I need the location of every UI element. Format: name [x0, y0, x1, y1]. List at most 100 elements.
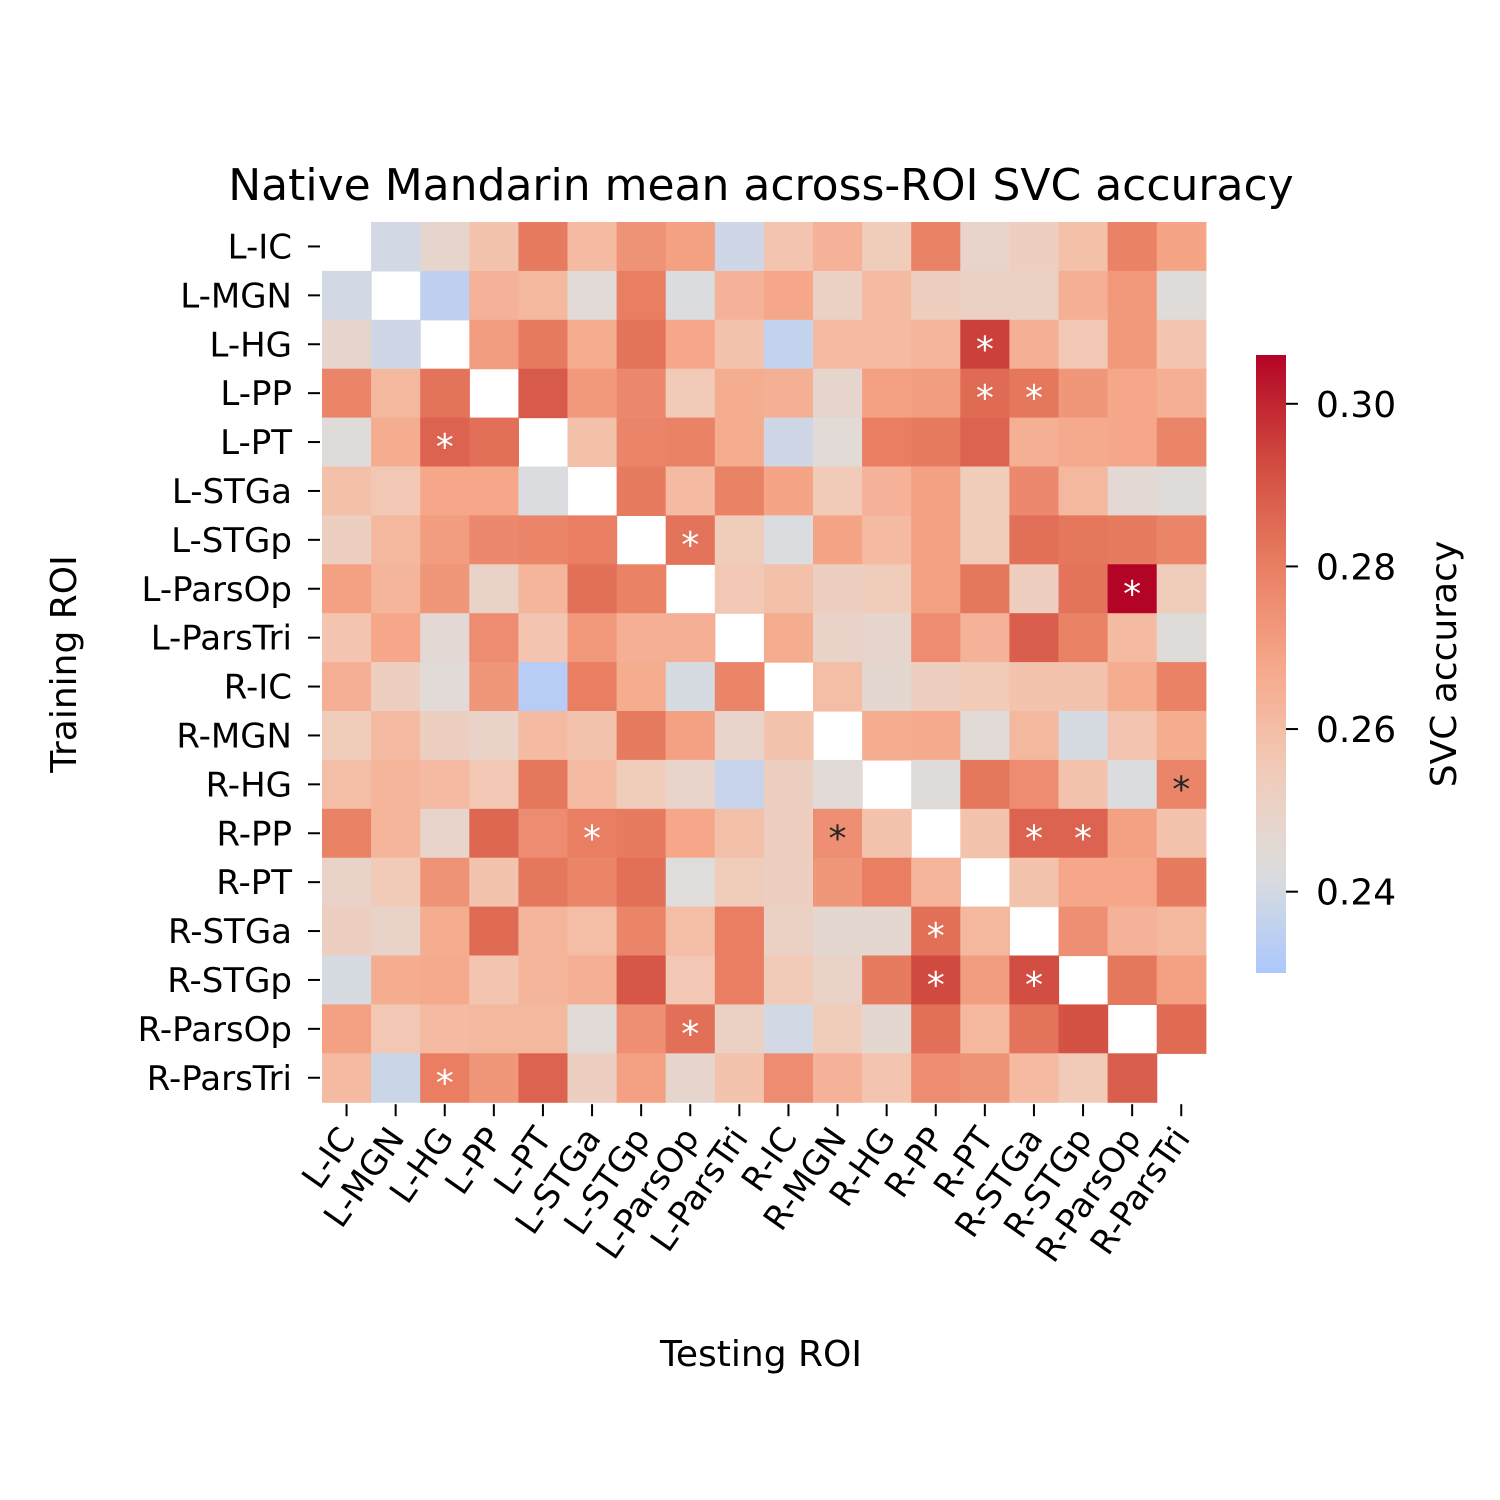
heatmap-cell	[813, 466, 863, 516]
heatmap-cell	[567, 564, 618, 614]
heatmap-cell	[1107, 857, 1158, 908]
y-tick-label: L-ParsOp	[142, 570, 292, 610]
heatmap-cell	[469, 417, 519, 468]
heatmap-cell	[518, 759, 569, 810]
significance-marker: *	[927, 965, 945, 1006]
heatmap-cell	[813, 270, 863, 321]
chart-title: Native Mandarin mean across-ROI SVC accu…	[228, 160, 1293, 211]
heatmap-cell	[763, 1004, 814, 1054]
heatmap-cell	[911, 955, 961, 1005]
heatmap-cell	[665, 711, 716, 761]
heatmap-cell	[420, 955, 470, 1005]
heatmap-cell	[616, 319, 667, 370]
heatmap-cell	[322, 368, 372, 419]
heatmap-cell	[813, 906, 863, 957]
heatmap-cell	[567, 857, 618, 908]
heatmap-cell	[1009, 1053, 1060, 1103]
heatmap-cell	[1107, 1053, 1158, 1103]
heatmap-cell	[813, 613, 863, 663]
heatmap-cell	[1156, 270, 1207, 321]
heatmap-cell	[714, 711, 765, 761]
y-tick-label: L-MGN	[180, 276, 292, 316]
heatmap-cell	[911, 417, 961, 468]
heatmap-cell	[1156, 319, 1207, 370]
heatmap-cell	[960, 759, 1010, 810]
heatmap-cell	[665, 808, 716, 859]
heatmap-cell	[1009, 564, 1060, 614]
heatmap-cell	[714, 466, 765, 516]
heatmap-cell	[813, 1053, 863, 1103]
heatmap-cell	[960, 808, 1010, 859]
heatmap-cell	[862, 1004, 912, 1054]
heatmap-cell	[371, 857, 421, 908]
heatmap-cell	[371, 564, 421, 614]
heatmap-cell	[1009, 270, 1060, 321]
heatmap-cell	[1107, 906, 1158, 957]
heatmap-cell	[1107, 222, 1158, 272]
heatmap-cell	[960, 564, 1010, 614]
heatmap-cell	[1107, 515, 1158, 565]
heatmap-cell	[567, 515, 618, 565]
heatmap-cell	[420, 857, 470, 908]
heatmap-cell	[518, 515, 569, 565]
heatmap-cell	[1107, 417, 1158, 468]
heatmap-cell	[469, 466, 519, 516]
heatmap-cells	[322, 222, 1207, 1103]
heatmap-cell	[1156, 222, 1207, 272]
heatmap-cell	[518, 1004, 569, 1054]
heatmap-cell	[665, 759, 716, 810]
heatmap-cell	[1009, 222, 1060, 272]
heatmap-cell	[420, 711, 470, 761]
heatmap-cell	[567, 613, 618, 663]
heatmap-cell	[616, 564, 667, 614]
heatmap-cell	[665, 319, 716, 370]
heatmap-cell	[1156, 564, 1207, 614]
heatmap-cell	[911, 368, 961, 419]
heatmap-cell	[420, 906, 470, 957]
y-tick-label: R-PP	[216, 814, 292, 854]
x-axis-label: Testing ROI	[659, 1334, 862, 1375]
colorbar-tick-label: 0.24	[1316, 873, 1396, 914]
heatmap-cell	[862, 662, 912, 712]
heatmap-cell	[1058, 319, 1109, 370]
heatmap-cell	[763, 466, 814, 516]
heatmap-cell	[665, 222, 716, 272]
heatmap-cell	[911, 564, 961, 614]
heatmap-cell	[862, 417, 912, 468]
heatmap-cell	[518, 1053, 569, 1103]
heatmap-cell	[813, 857, 863, 908]
heatmap-cell	[420, 1053, 470, 1103]
heatmap-cell	[469, 955, 519, 1005]
heatmap-cell	[763, 906, 814, 957]
y-tick-label: L-PT	[220, 423, 292, 463]
significance-marker: *	[829, 818, 847, 859]
heatmap-cell	[322, 1004, 372, 1054]
heatmap-cell	[469, 222, 519, 272]
heatmap-cell	[714, 808, 765, 859]
heatmap-cell	[813, 515, 863, 565]
y-tick-label: L-PP	[220, 374, 292, 414]
heatmap-cell	[1058, 662, 1109, 712]
heatmap-cell	[567, 222, 618, 272]
heatmap-cell	[1058, 466, 1109, 516]
heatmap-cell	[371, 1004, 421, 1054]
significance-marker: *	[927, 916, 945, 957]
heatmap-cell	[813, 417, 863, 468]
heatmap-cell	[763, 368, 814, 419]
heatmap-cell	[1009, 662, 1060, 712]
y-tick-label: R-MGN	[176, 716, 292, 756]
heatmap-cell	[960, 711, 1010, 761]
heatmap-cell	[518, 368, 569, 419]
heatmap-cell	[862, 270, 912, 321]
heatmap-cell	[862, 368, 912, 419]
heatmap-cell	[322, 466, 372, 516]
significance-marker: *	[583, 818, 601, 859]
heatmap-cell	[1058, 906, 1109, 957]
heatmap-cell	[714, 857, 765, 908]
heatmap-cell	[371, 222, 421, 272]
heatmap-cell	[567, 759, 618, 810]
heatmap-cell	[763, 270, 814, 321]
heatmap-cell	[1009, 711, 1060, 761]
heatmap-cell	[518, 955, 569, 1005]
heatmap-cell	[420, 564, 470, 614]
